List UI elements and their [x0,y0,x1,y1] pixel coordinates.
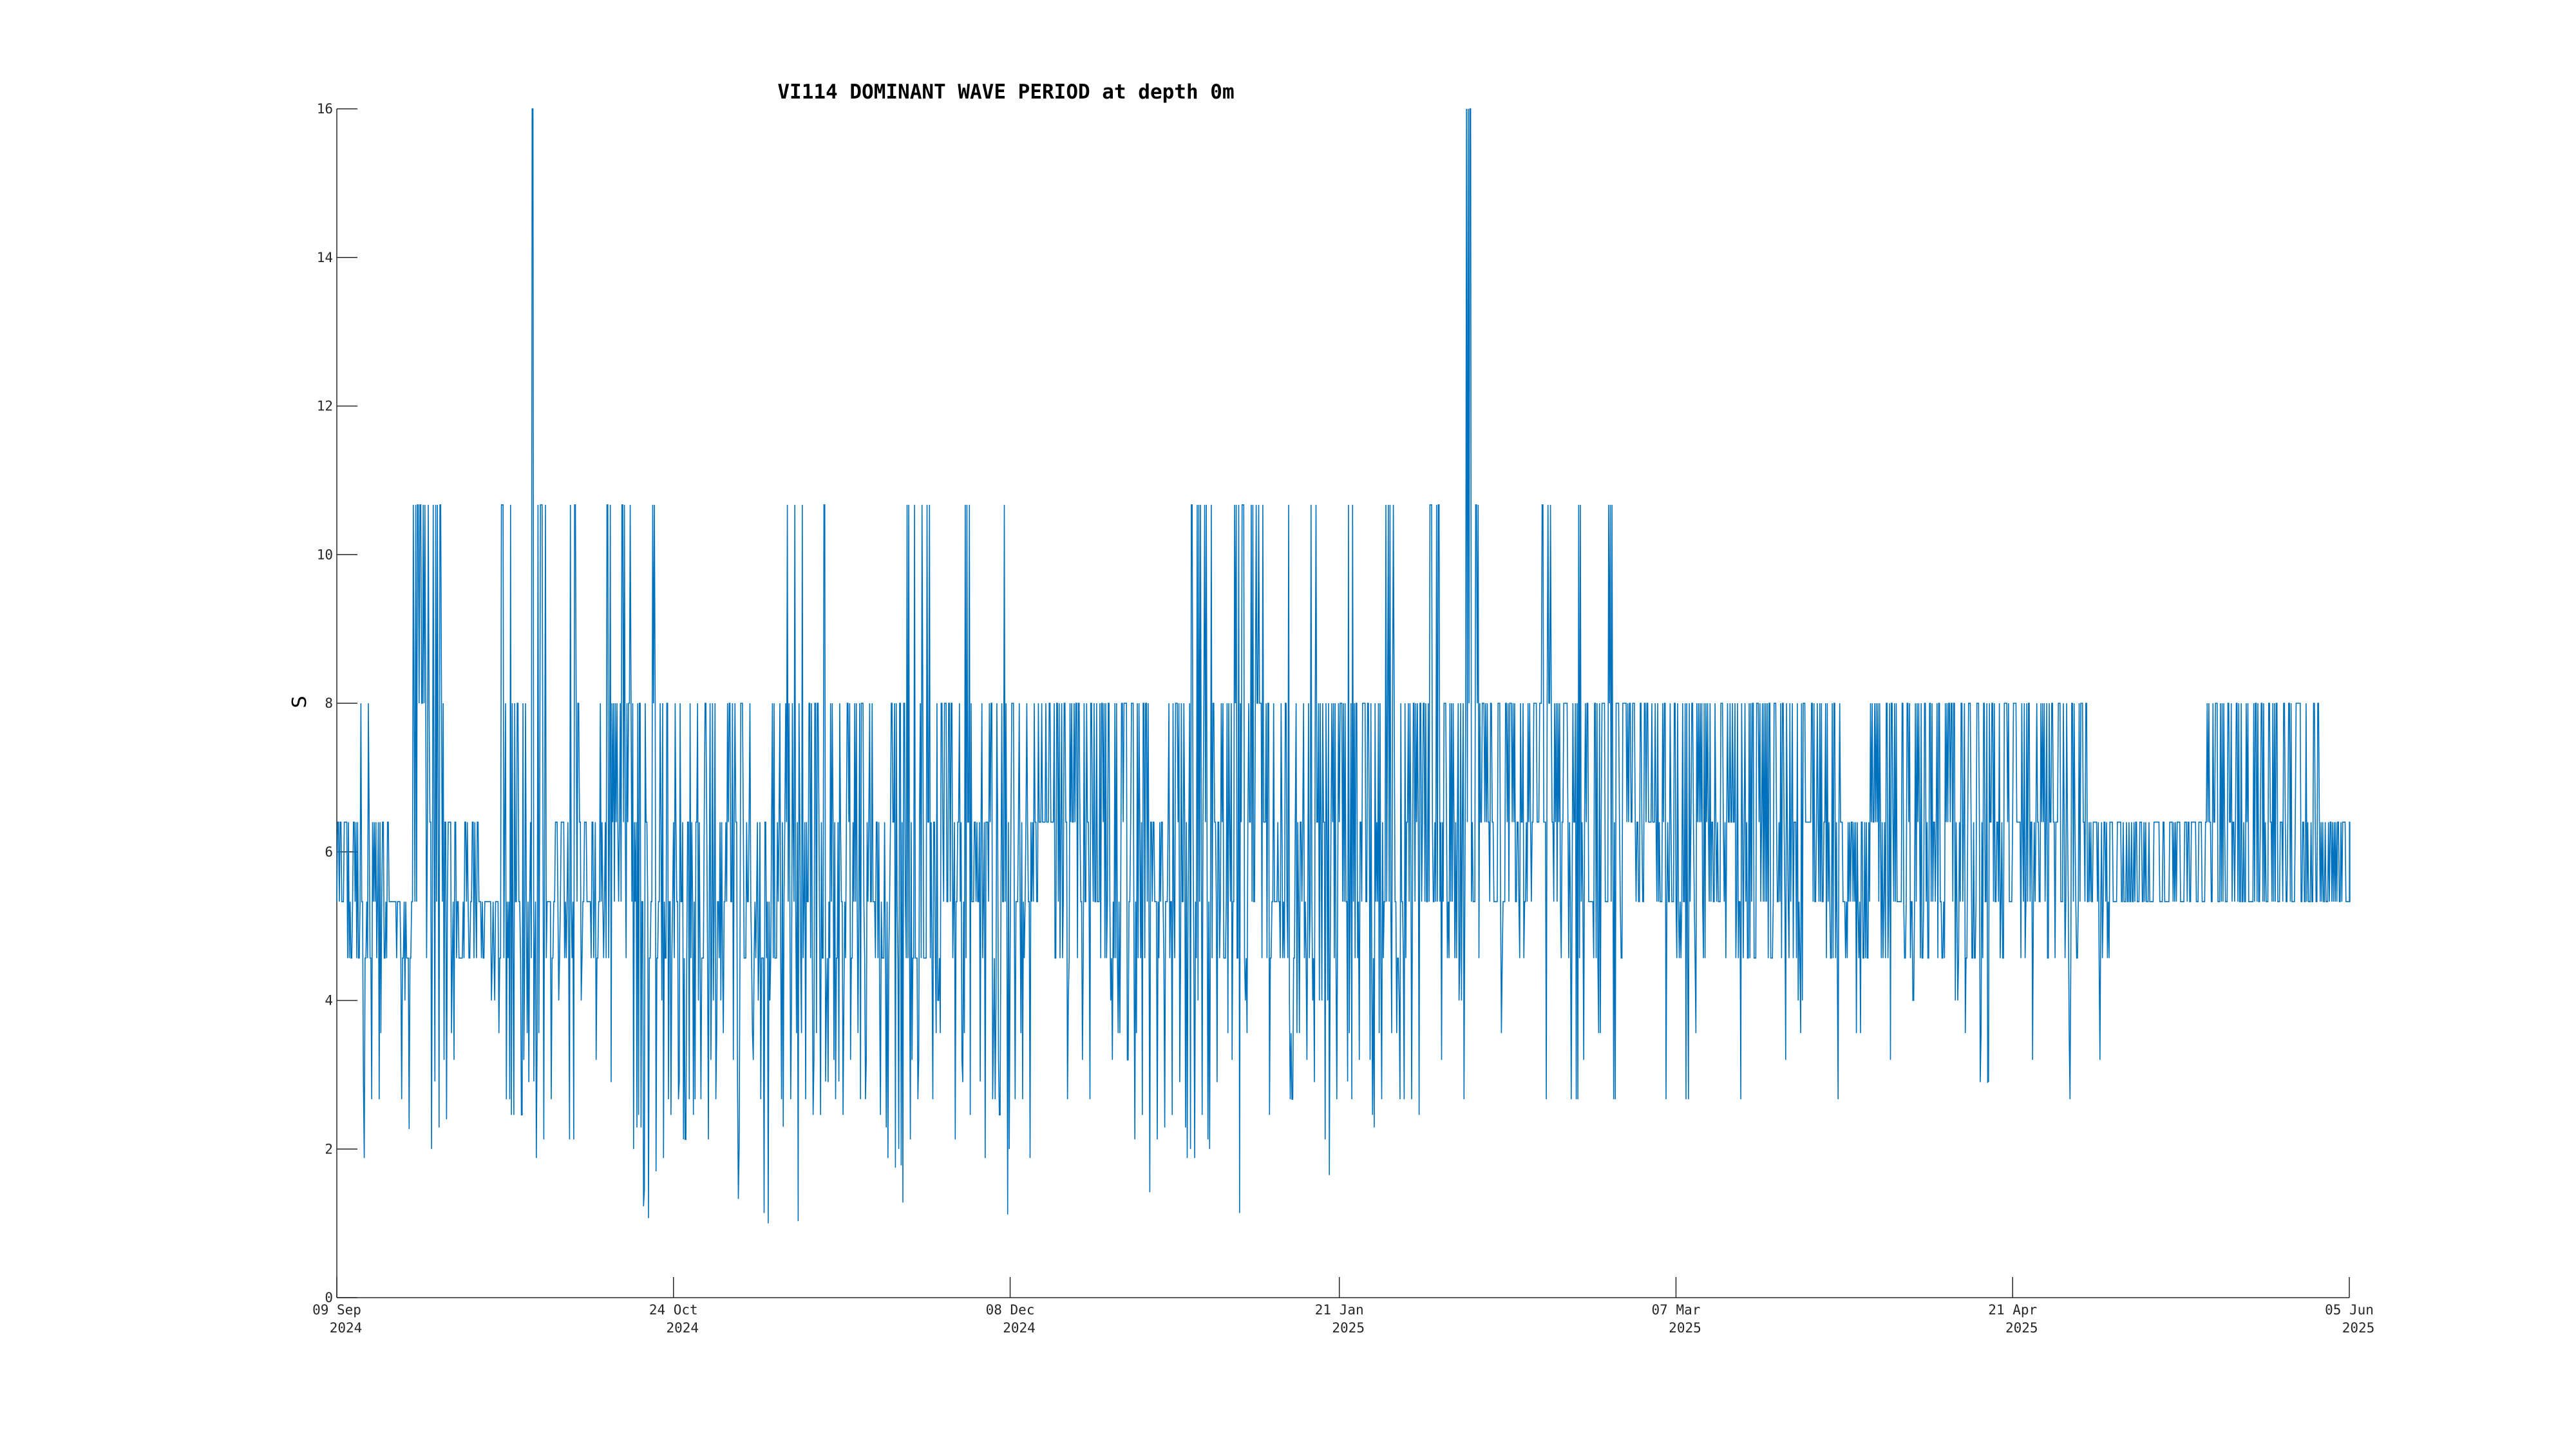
y-tick-label: 8 [325,696,333,711]
y-axis-ticks: 0 2 4 6 8 10 12 14 16 [317,101,357,1305]
y-tick-label: 14 [317,250,333,265]
x-tick-label: 21 Apr [1988,1302,2037,1318]
y-tick-label: 0 [325,1290,333,1305]
x-tick-year-label: 2024 [1003,1320,1036,1336]
y-tick-label: 6 [325,844,333,860]
y-tick-label: 12 [317,399,333,414]
x-tick-label: 09 Sep [312,1302,361,1318]
y-tick-label: 2 [325,1141,333,1157]
x-tick-label: 05 Jun [2325,1302,2374,1318]
y-tick-label: 10 [317,547,333,562]
x-tick-label: 08 Dec [986,1302,1035,1318]
x-tick-year-label: 2024 [666,1320,699,1336]
x-tick-year-label: 2025 [1669,1320,1701,1336]
x-tick-label: 21 Jan [1315,1302,1364,1318]
y-tick-label: 16 [317,101,333,117]
y-tick-label: 4 [325,993,333,1009]
series-line [336,108,2351,1224]
x-axis-ticks: 09 Sep 2024 24 Oct 2024 08 Dec 2024 21 Jan 2025… [312,1277,2374,1336]
x-tick-year-label: 2025 [1332,1320,1365,1336]
y-axis-label: S [289,696,311,708]
x-tick-year-label: 2025 [2005,1320,2038,1336]
series-wave-period [336,108,2351,1224]
x-tick-label: 07 Mar [1652,1302,1701,1318]
x-tick-year-label: 2025 [2342,1320,2375,1336]
x-tick-year-label: 2024 [330,1320,363,1336]
x-tick-label: 24 Oct [649,1302,698,1318]
chart-title: VI114 DOMINANT WAVE PERIOD at depth 0m [777,80,1234,104]
